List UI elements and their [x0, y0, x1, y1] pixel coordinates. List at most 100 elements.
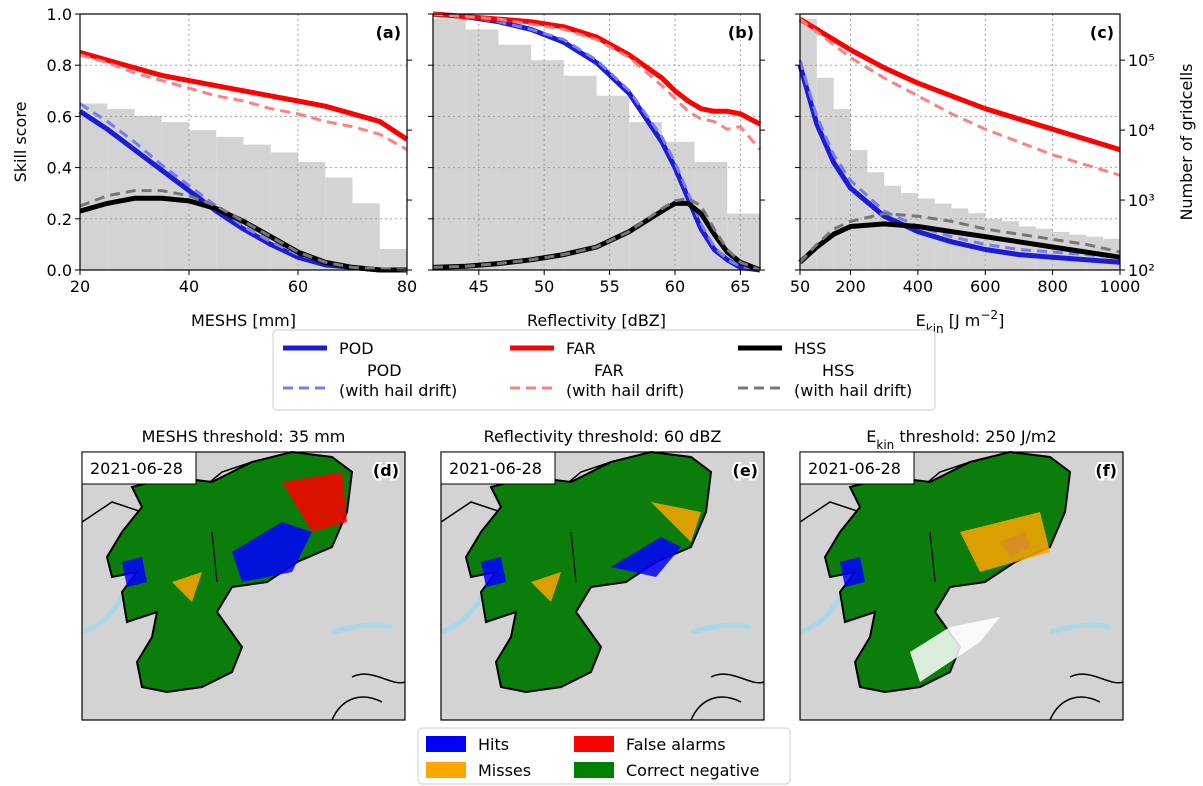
y-tick-label: 0.0: [47, 261, 72, 280]
border-line: [929, 531, 936, 583]
region-blob: [122, 557, 147, 587]
x-tick-label: 55: [599, 277, 619, 296]
histogram-bar: [107, 109, 135, 270]
legend-label: Correct negative: [626, 761, 759, 780]
map-title: Reflectivity threshold: 60 dBZ: [484, 427, 722, 446]
text-part: E: [866, 427, 876, 446]
map-title: MESHS threshold: 35 mm: [142, 427, 346, 446]
x-tick-label: 400: [903, 277, 934, 296]
series-line: [432, 200, 761, 273]
legend-label: (with hail drift): [339, 381, 457, 400]
legend-label: False alarms: [626, 735, 726, 754]
histogram-bar: [850, 149, 868, 270]
legend-box: [417, 727, 791, 785]
region-blob: [232, 522, 312, 582]
x-tick-label: 45: [469, 277, 489, 296]
legend-swatch: [574, 736, 614, 752]
y-tick-label: 0.6: [47, 107, 72, 126]
histogram-bar: [243, 144, 271, 270]
x-tick-label: 200: [835, 277, 866, 296]
region-blob: [282, 472, 347, 532]
histogram-bar: [901, 193, 918, 270]
histogram-bar: [216, 136, 244, 270]
histogram-bar: [161, 122, 189, 270]
plot-frame: [799, 13, 1121, 271]
border-line: [211, 531, 218, 583]
histogram-bar: [134, 115, 162, 270]
series-line: [79, 189, 408, 272]
map-date: 2021-06-28: [449, 459, 542, 478]
region-blob: [840, 557, 865, 587]
histogram-bar: [833, 109, 851, 270]
x-tick-label: 60: [288, 277, 308, 296]
y-tick-label: 0.2: [47, 210, 72, 229]
histogram-bar: [433, 18, 466, 270]
y2-tick-label: 10²: [1128, 261, 1155, 280]
x-tick-label: 40: [179, 277, 199, 296]
region-blob: [960, 512, 1050, 572]
legend-swatch: [574, 762, 614, 778]
x-tick-label: 50: [534, 277, 554, 296]
border-line: [690, 673, 765, 721]
text-part: MESHS threshold: 35 mm: [142, 427, 346, 446]
histogram-bar: [531, 60, 564, 270]
legend-label: HSS: [794, 339, 826, 358]
x-tick-label: 1000: [1100, 277, 1141, 296]
map-date: 2021-06-28: [808, 459, 901, 478]
legend-label: Misses: [478, 761, 531, 780]
x-tick-label: 600: [970, 277, 1001, 296]
histogram-bar: [352, 203, 380, 270]
legend-label: (with hail drift): [566, 381, 684, 400]
legend-swatch: [426, 762, 466, 778]
legend-label: FAR: [594, 361, 624, 380]
region-blob: [481, 557, 506, 587]
map-title: Ekin threshold: 250 J/m2: [866, 427, 1056, 452]
x-tick-label: 800: [1037, 277, 1068, 296]
legend-label: POD: [339, 339, 374, 358]
plot-frame: [79, 13, 408, 271]
date-box: [799, 451, 915, 485]
x-tick-label: 80: [397, 277, 417, 296]
series-line: [432, 196, 761, 272]
histogram-bar: [884, 185, 902, 270]
legend-label: (with hail drift): [794, 381, 912, 400]
histogram-bar: [867, 172, 885, 270]
region-blob: [910, 617, 1000, 682]
region-blob: [651, 502, 701, 542]
series-line: [799, 17, 1121, 177]
map-date: 2021-06-28: [90, 459, 183, 478]
border-line: [1049, 673, 1124, 721]
text-part: −2: [980, 308, 998, 322]
x-tick-label: 60: [665, 277, 685, 296]
histogram-bar: [1035, 228, 1053, 270]
map: 2021-06-28 (f): [799, 450, 1124, 721]
histogram-bar: [465, 29, 499, 271]
y-tick-label: 1.0: [47, 5, 72, 24]
map: 2021-06-28 (e): [440, 450, 765, 721]
x-axis-label: Reflectivity [dBZ]: [527, 311, 666, 330]
histogram-bar: [80, 103, 108, 270]
legend-label: FAR: [566, 339, 596, 358]
panel-label: (a): [376, 23, 401, 42]
y-axis-label: Skill score: [11, 102, 30, 183]
series-line: [79, 53, 408, 152]
panel-label: (f): [1095, 461, 1117, 480]
text-part: kin: [876, 438, 894, 452]
x-axis-label: MESHS [mm]: [191, 311, 296, 330]
histogram-bar: [629, 122, 662, 270]
border-line: [331, 673, 406, 721]
series-line: [797, 64, 1121, 265]
text-part: Reflectivity threshold: 60 dBZ: [484, 427, 722, 446]
border-line: [570, 531, 577, 583]
panel-label: (c): [1090, 23, 1114, 42]
series-line: [798, 221, 1121, 265]
legend-swatch: [426, 736, 466, 752]
histogram-bar: [1002, 221, 1019, 270]
series-line: [432, 12, 762, 151]
region-blob: [531, 572, 561, 602]
series-line: [798, 16, 1121, 153]
histogram-bar: [325, 177, 353, 270]
y2-tick-label: 10³: [1128, 191, 1155, 210]
histogram-bar: [563, 75, 597, 270]
